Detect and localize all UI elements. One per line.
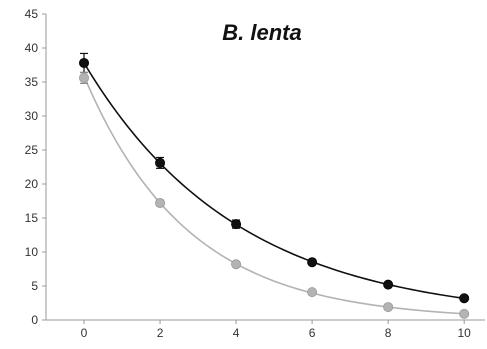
- data-point: [307, 257, 318, 268]
- data-point: [155, 198, 166, 209]
- y-tick-label: 20: [25, 177, 39, 191]
- y-tick-label: 0: [31, 313, 38, 327]
- y-tick-label: 40: [25, 41, 39, 55]
- fit-curve: [83, 62, 465, 300]
- data-point: [383, 302, 394, 313]
- y-tick-label: 10: [25, 245, 39, 259]
- y-tick-label: 35: [25, 75, 39, 89]
- data-point: [231, 259, 242, 270]
- y-tick-label: 5: [31, 279, 38, 293]
- y-tick-label: 15: [25, 211, 39, 225]
- series-group: [79, 71, 470, 319]
- series-group: [79, 52, 470, 304]
- chart-title: B. lenta: [222, 20, 301, 45]
- data-point: [459, 293, 470, 304]
- data-point: [459, 308, 470, 319]
- fit-curve: [83, 75, 465, 315]
- x-tick-label: 6: [309, 326, 316, 340]
- y-tick-label: 45: [25, 7, 39, 21]
- x-tick-label: 2: [157, 326, 164, 340]
- data-point: [231, 219, 242, 230]
- data-point: [383, 279, 394, 290]
- x-tick-label: 8: [385, 326, 392, 340]
- data-point: [155, 157, 166, 168]
- axes: [45, 14, 485, 321]
- data-point: [307, 287, 318, 298]
- data-point: [79, 57, 90, 68]
- y-tick-label: 30: [25, 109, 39, 123]
- x-tick-label: 0: [81, 326, 88, 340]
- x-tick-label: 4: [233, 326, 240, 340]
- x-tick-label: 10: [458, 326, 472, 340]
- series: [79, 52, 470, 319]
- data-point: [79, 72, 90, 83]
- ticks: 0 5 10 15 20 25 30 35 40 45 0 2 4 6 8 10: [25, 7, 472, 340]
- y-tick-label: 25: [25, 143, 39, 157]
